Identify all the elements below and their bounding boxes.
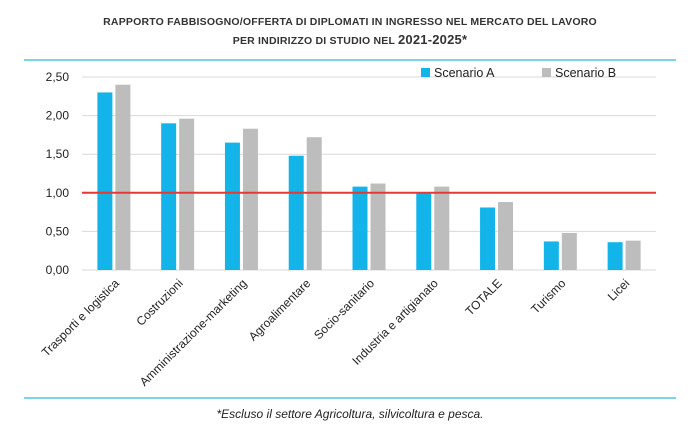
x-category-label: Amministrazione-marketing	[137, 276, 250, 389]
bar-scenario-a	[97, 92, 113, 270]
chart-title-line1: Rapporto fabbisogno/offerta di diplomati…	[103, 16, 597, 28]
x-category-label: Turismo	[528, 276, 568, 316]
bar-scenario-a	[161, 123, 177, 270]
bar-scenario-a	[480, 207, 496, 270]
bar-scenario-b	[179, 118, 195, 270]
x-category-label: Trasporti e logistica	[39, 276, 122, 359]
bar-scenario-a	[224, 142, 240, 270]
y-tick-label: 0,00	[46, 263, 70, 277]
chart-title-line2: per indirizzo di studio nel 2021-2025*	[0, 31, 700, 50]
bar-scenario-a	[288, 155, 304, 270]
legend: Scenario A Scenario B	[421, 66, 616, 80]
footnote: *Escluso il settore Agricoltura, silvico…	[216, 407, 484, 421]
legend-label: Scenario A	[434, 66, 495, 80]
bar-scenario-b	[434, 186, 450, 270]
x-category-label: Licei	[605, 276, 632, 303]
bar-scenario-a	[607, 242, 623, 270]
x-category-label: Costruzioni	[133, 276, 185, 328]
bar-scenario-b	[625, 240, 641, 270]
bar-scenario-b	[561, 232, 577, 270]
y-tick-label: 1,00	[46, 186, 70, 200]
top-divider	[24, 59, 676, 61]
chart-title: Rapporto fabbisogno/offerta di diplomati…	[0, 14, 700, 50]
bar-scenario-b	[498, 202, 514, 270]
y-tick-label: 2,50	[46, 70, 70, 84]
bar-scenario-a	[416, 192, 432, 270]
y-tick-label: 2,00	[46, 109, 70, 123]
chart-title-years: 2021-2025*	[398, 32, 468, 47]
bars	[97, 84, 641, 270]
chart-title-prefix: per indirizzo di studio nel	[232, 35, 398, 47]
y-tick-label: 1,50	[46, 147, 70, 161]
gridlines	[82, 76, 656, 271]
legend-label: Scenario B	[555, 66, 616, 80]
legend-swatch	[421, 68, 430, 77]
x-category-label: Socio-sanitario	[311, 276, 377, 342]
x-category-labels: Trasporti e logistica CostruzioniAmminist…	[39, 276, 632, 389]
bar-scenario-b	[242, 128, 258, 270]
x-category-label: TOTALE	[463, 276, 505, 318]
legend-swatch	[542, 68, 551, 77]
x-category-label: Agroalimentare	[246, 276, 314, 344]
bottom-divider	[24, 397, 676, 399]
bar-scenario-b	[115, 84, 131, 270]
bar-scenario-b	[306, 137, 322, 270]
bar-scenario-a	[352, 186, 368, 270]
bar-scenario-a	[543, 241, 559, 270]
y-tick-label: 0,50	[46, 224, 70, 238]
bar-scenario-b	[370, 183, 386, 270]
y-tick-labels: 0,00 0,50 1,00 1,50 2,00 2,50	[46, 70, 70, 277]
